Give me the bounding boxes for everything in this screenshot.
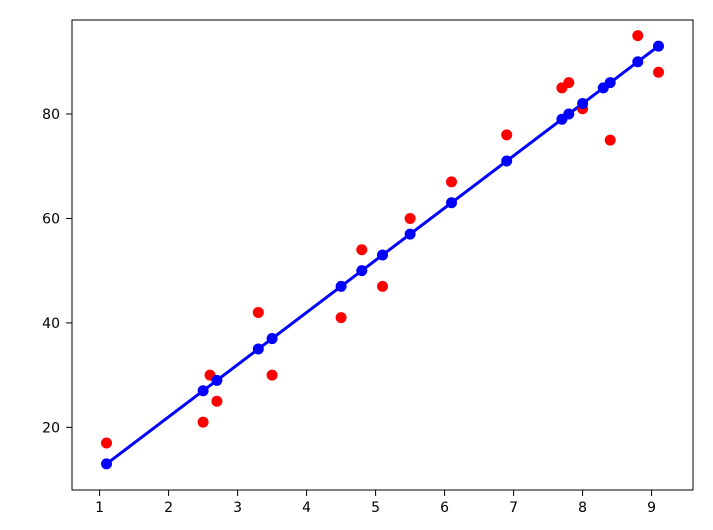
x-tick-label: 8 bbox=[578, 500, 587, 516]
x-tick-label: 2 bbox=[164, 500, 173, 516]
blue-point bbox=[563, 109, 574, 120]
red-point bbox=[632, 30, 643, 41]
red-point bbox=[101, 438, 112, 449]
x-tick-label: 9 bbox=[647, 500, 656, 516]
blue-point bbox=[632, 56, 643, 67]
x-tick-label: 3 bbox=[233, 500, 242, 516]
blue-point bbox=[101, 458, 112, 469]
red-point bbox=[336, 312, 347, 323]
blue-point bbox=[211, 375, 222, 386]
red-point bbox=[446, 176, 457, 187]
blue-point bbox=[405, 229, 416, 240]
x-tick-label: 6 bbox=[440, 500, 449, 516]
blue-point bbox=[653, 41, 664, 52]
x-tick-label: 7 bbox=[509, 500, 518, 516]
scatter-chart: 1 2 3 4 5 6 7 8 9 20 40 60 80 bbox=[0, 0, 713, 530]
blue-point bbox=[336, 281, 347, 292]
blue-point bbox=[501, 156, 512, 167]
blue-point bbox=[577, 98, 588, 109]
red-point bbox=[356, 244, 367, 255]
red-point bbox=[501, 129, 512, 140]
blue-point bbox=[605, 77, 616, 88]
y-tick-label: 40 bbox=[42, 316, 60, 332]
blue-point bbox=[253, 344, 264, 355]
chart-svg: 1 2 3 4 5 6 7 8 9 20 40 60 80 bbox=[0, 0, 713, 530]
x-tick-label: 4 bbox=[302, 500, 311, 516]
blue-point bbox=[446, 197, 457, 208]
x-tick-label: 5 bbox=[371, 500, 380, 516]
red-point bbox=[605, 135, 616, 146]
y-tick-label: 20 bbox=[42, 420, 60, 436]
red-point bbox=[405, 213, 416, 224]
red-point bbox=[653, 67, 664, 78]
red-point bbox=[563, 77, 574, 88]
blue-point bbox=[356, 265, 367, 276]
red-point bbox=[267, 370, 278, 381]
red-point bbox=[211, 396, 222, 407]
red-point bbox=[253, 307, 264, 318]
blue-point bbox=[198, 385, 209, 396]
blue-point bbox=[377, 250, 388, 261]
x-tick-label: 1 bbox=[95, 500, 104, 516]
red-point bbox=[377, 281, 388, 292]
y-tick-label: 60 bbox=[42, 211, 60, 227]
blue-point bbox=[267, 333, 278, 344]
y-tick-label: 80 bbox=[42, 107, 60, 123]
red-point bbox=[198, 417, 209, 428]
